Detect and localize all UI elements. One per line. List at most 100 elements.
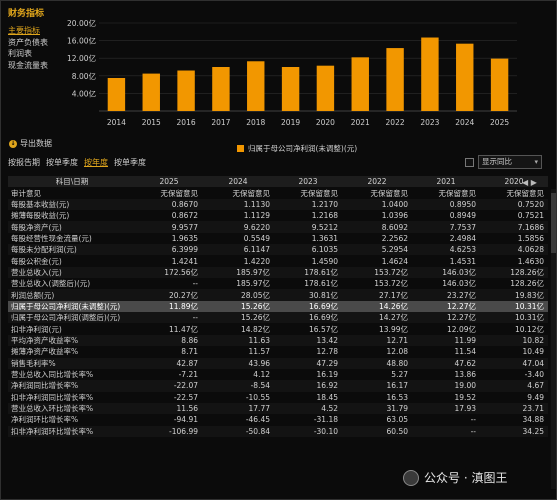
- nav-item-income-statement[interactable]: 利润表: [8, 49, 32, 58]
- table-row[interactable]: 摊薄每股收益(元) 0.8672 1.1129 1.2168 1.0396 0.8949 0…: [8, 210, 548, 221]
- y-tick-label: 8.00亿: [72, 71, 97, 81]
- table-cell: 7.1686: [480, 221, 548, 233]
- table-row[interactable]: 每股净资产(元) 9.9577 9.6220 9.5212 8.6092 7.7537 7.…: [8, 221, 548, 233]
- table-row[interactable]: 扣非净利润同比增长率% -22.57 -10.55 18.45 16.53 19.52 9.…: [8, 392, 548, 403]
- table-cell: 0.7520: [480, 198, 548, 211]
- table-cell: 1.4630: [517, 256, 544, 266]
- table-cell: --: [192, 279, 198, 289]
- download-icon: ↓: [9, 139, 17, 148]
- table-cell: -10.55: [245, 392, 270, 402]
- row-label: 每股净资产(元): [8, 221, 136, 233]
- watermark-logo-icon: [403, 469, 419, 486]
- table-row[interactable]: 平均净资产收益率% 8.86 11.63 13.42 12.71 11.99 10.82: [8, 334, 548, 347]
- tab-by-single-quarter[interactable]: 按单季度: [114, 158, 146, 167]
- table-cell: 11.89亿: [136, 300, 202, 313]
- table-row[interactable]: 销售毛利率% 42.87 43.96 47.29 48.80 47.62 47.04: [8, 357, 548, 369]
- table-cell: 2.2562: [381, 233, 408, 243]
- table-cell: -30.10: [274, 425, 342, 437]
- table-row[interactable]: 每股基本收益(元) 0.8670 1.1130 1.2170 1.0400 0.8950 0…: [8, 198, 548, 211]
- row-label: 扣非净利润同比增长率%: [11, 392, 94, 402]
- table-row[interactable]: 扣非净利润环比增长率% -106.99 -50.84 -30.10 60.50 -- 34.…: [8, 425, 548, 437]
- table-row[interactable]: 每股公积金(元) 1.4241 1.4220 1.4590 1.4624 1.4531 1.…: [8, 255, 548, 266]
- period-tabs: 按报告期 按单季度 按年度 按单季度: [8, 157, 146, 168]
- table-cell: 8.6092: [342, 221, 412, 233]
- table-row[interactable]: 营业总收入(调整后)(元) -- 185.97亿 178.61亿 153.72亿 146.…: [8, 278, 548, 289]
- table-cell: 1.0400: [342, 198, 412, 211]
- table-cell: 1.4531: [449, 256, 476, 266]
- bar-2025: [490, 58, 509, 111]
- table-cell: 18.45: [316, 392, 338, 402]
- table-cell: 0.8950: [412, 198, 480, 211]
- table-cell: 1.9635: [171, 233, 198, 243]
- table-cell: 0.8672: [171, 211, 198, 221]
- table-cell: 16.17: [342, 380, 412, 392]
- table-cell: 1.4241: [171, 256, 198, 266]
- display-options: 显示同比 ▾: [465, 155, 542, 169]
- display-select[interactable]: 显示同比 ▾: [478, 155, 542, 169]
- table-cell: -8.54: [202, 380, 274, 392]
- table-row[interactable]: 归属于母公司净利润(调整后)(元) -- 15.26亿 16.69亿 14.27亿 12.…: [8, 312, 548, 324]
- table-cell: 无保留意见: [232, 188, 271, 198]
- header-subject-date: 科目\日期: [8, 176, 136, 188]
- table-cell: 19.00: [412, 380, 480, 392]
- table-row[interactable]: 每股未分配利润(元) 6.3999 6.1147 6.1035 5.2954 4.6253…: [8, 244, 548, 256]
- table-cell: 15.26亿: [202, 300, 274, 313]
- table-cell: 2.4984: [449, 233, 476, 243]
- vertical-scrollbar[interactable]: [551, 189, 556, 489]
- table-cell: 178.61亿: [274, 266, 342, 279]
- export-data-button[interactable]: ↓ 导出数据: [9, 138, 52, 149]
- table-row[interactable]: 营业总收入(元) 172.56亿 185.97亿 178.61亿 153.72亿 146.…: [8, 266, 548, 279]
- table-cell: 12.27亿: [412, 300, 480, 313]
- tab-by-year[interactable]: 按年度: [84, 158, 108, 167]
- prev-arrow-icon[interactable]: ◀: [522, 178, 529, 187]
- row-label: 营业总收入环比增长率%: [8, 402, 136, 415]
- table-row[interactable]: 审计意见 无保留意见 无保留意见 无保留意见 无保留意见 无保留意见 无保留意见: [8, 187, 548, 198]
- table-row[interactable]: 营业总收入环比增长率% 11.56 17.77 4.52 31.79 17.93 23.71: [8, 402, 548, 415]
- row-label: 平均净资产收益率%: [8, 334, 136, 347]
- nav-item-main-indicators[interactable]: 主要指标: [8, 26, 40, 35]
- table-cell: 1.4220: [243, 256, 270, 266]
- next-arrow-icon[interactable]: ▶: [530, 178, 537, 187]
- bar-2022: [386, 48, 404, 111]
- option-checkbox[interactable]: [465, 157, 474, 167]
- table-cell: 16.57亿: [309, 324, 338, 334]
- table-cell: 11.57: [248, 347, 270, 357]
- table-cell: 17.77: [202, 402, 274, 415]
- table-row[interactable]: 净利润环比增长率% -94.91 -46.45 -31.18 63.05 -- 34.88: [8, 414, 548, 425]
- table-cell: 16.92: [274, 380, 342, 392]
- table-row[interactable]: 营业总收入同比增长率% -7.21 4.12 16.19 5.27 13.86 -3.40: [8, 369, 548, 380]
- column-nav-arrows[interactable]: ◀ ▶: [522, 178, 537, 187]
- table-cell: 0.8949: [449, 211, 476, 221]
- scrollbar-thumb[interactable]: [551, 193, 556, 253]
- table-row[interactable]: 摊薄净资产收益率% 8.71 11.57 12.78 12.08 11.54 10.49: [8, 346, 548, 357]
- nav-item-cash-flow[interactable]: 现金流量表: [8, 60, 48, 70]
- table-cell: --: [136, 312, 202, 324]
- legend-label: 归属于母公司净利润(未调整)(元): [248, 144, 358, 153]
- tab-by-report-period[interactable]: 按报告期: [8, 158, 40, 167]
- table-cell: 13.86: [454, 370, 476, 380]
- table-cell: 16.19: [316, 370, 338, 380]
- table-cell: 172.56亿: [136, 266, 202, 279]
- table-cell: -22.57: [173, 392, 198, 402]
- table-cell: 8.71: [181, 347, 198, 357]
- table-cell: 10.31亿: [480, 300, 548, 313]
- nav-item-balance-sheet[interactable]: 资产负债表: [8, 37, 48, 47]
- x-tick-label: 2017: [211, 118, 230, 127]
- table-cell: -106.99: [136, 425, 202, 437]
- table-cell: 13.42: [274, 334, 342, 347]
- tab-by-quarter[interactable]: 按单季度: [46, 158, 78, 167]
- table-row[interactable]: 扣非净利润(元) 11.47亿 14.82亿 16.57亿 13.99亿 12.09亿 10…: [8, 323, 548, 334]
- row-label: 利润总额(元): [8, 289, 136, 301]
- table-cell: 128.26亿: [510, 279, 544, 289]
- table-row[interactable]: 净利润同比增长率% -22.07 -8.54 16.92 16.17 19.00 4.67: [8, 380, 548, 392]
- table-row[interactable]: 利润总额(元) 20.27亿 28.05亿 30.81亿 27.17亿 23.27亿 19.…: [8, 289, 548, 301]
- table-row[interactable]: 归属于母公司净利润(未调整)(元) 11.89亿 15.26亿 16.69亿 14.26…: [8, 300, 548, 313]
- table-cell: 4.52: [274, 402, 342, 415]
- row-label: 每股公积金(元): [11, 256, 62, 266]
- x-tick-label: 2021: [351, 118, 370, 127]
- row-label: 销售毛利率%: [8, 357, 136, 369]
- table-cell: 31.79: [342, 402, 412, 415]
- table-row[interactable]: 每股经营性现金流量(元) 1.9635 0.5549 1.3631 2.2562 2.49…: [8, 233, 548, 244]
- bar-2015: [142, 73, 160, 111]
